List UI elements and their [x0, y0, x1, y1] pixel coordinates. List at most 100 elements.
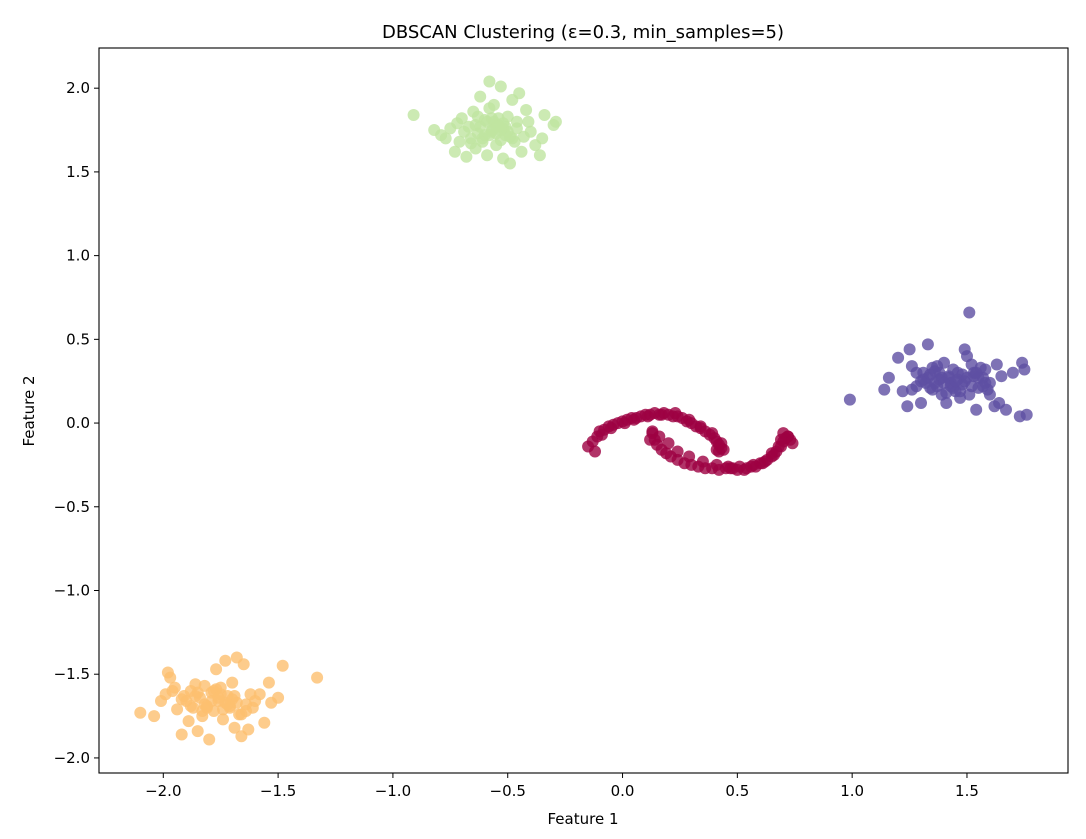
data-point — [522, 115, 535, 128]
data-point — [683, 450, 696, 463]
data-point — [731, 463, 744, 476]
data-point — [184, 700, 197, 712]
data-point — [483, 102, 496, 115]
data-point — [460, 150, 473, 163]
data-point — [494, 80, 507, 93]
data-point — [175, 693, 188, 706]
data-point — [520, 104, 533, 116]
x-tick-label: 0.0 — [611, 782, 635, 800]
data-point — [407, 109, 420, 121]
data-point — [878, 383, 891, 396]
data-point — [694, 420, 707, 433]
data-point — [963, 306, 976, 319]
data-point — [915, 375, 927, 388]
data-point — [221, 698, 234, 711]
data-point — [240, 705, 252, 717]
data-point — [455, 112, 468, 125]
data-point — [896, 385, 909, 398]
data-point — [237, 658, 250, 671]
data-point — [471, 110, 484, 123]
data-point — [961, 371, 973, 384]
plot-area-frame — [98, 47, 1069, 774]
data-point — [549, 115, 562, 128]
data-point — [905, 383, 918, 396]
data-point — [134, 706, 147, 719]
data-point — [242, 723, 255, 736]
data-point — [465, 137, 477, 150]
data-point — [203, 733, 216, 746]
y-tick-label: −0.5 — [54, 498, 90, 516]
points-layer — [134, 75, 1033, 746]
data-point — [210, 663, 223, 676]
data-point — [483, 129, 496, 142]
y-axis: −2.0 −1.5 −1.0 −0.5 0.0 0.5 1.0 1.5 2.0 — [54, 79, 99, 767]
data-point — [212, 691, 225, 704]
data-point — [262, 676, 275, 689]
data-point — [644, 433, 657, 446]
data-point — [710, 458, 723, 471]
data-point — [494, 124, 507, 136]
data-point — [483, 75, 496, 88]
data-point — [756, 457, 769, 470]
data-point — [605, 422, 618, 435]
data-point — [892, 351, 905, 364]
data-point — [843, 393, 856, 406]
data-point — [200, 701, 213, 714]
data-point — [717, 443, 730, 456]
x-tick-label: −2.0 — [145, 782, 181, 800]
data-point — [276, 659, 289, 672]
data-point — [1006, 366, 1019, 379]
data-point — [175, 728, 188, 741]
y-tick-label: −1.5 — [54, 665, 90, 683]
data-point — [990, 358, 1003, 371]
data-point — [474, 90, 487, 103]
data-point — [217, 713, 229, 726]
data-point — [979, 363, 992, 376]
data-point — [1020, 408, 1033, 421]
data-point — [995, 370, 1008, 383]
data-point — [226, 676, 239, 689]
data-point — [949, 375, 962, 388]
data-point — [538, 109, 551, 121]
data-point — [775, 433, 787, 446]
data-point — [706, 427, 719, 440]
y-tick-label: 2.0 — [66, 79, 90, 97]
data-point — [722, 460, 735, 473]
x-tick-label: 1.5 — [955, 782, 979, 800]
data-point — [448, 145, 461, 158]
data-point — [515, 145, 528, 158]
data-point — [915, 397, 927, 409]
data-point — [171, 703, 184, 716]
data-point — [618, 417, 631, 430]
data-point — [628, 413, 640, 426]
y-tick-label: −2.0 — [54, 749, 90, 767]
chart-title: DBSCAN Clustering (ε=0.3, min_samples=5) — [382, 22, 784, 43]
data-point — [311, 671, 324, 684]
data-point — [228, 721, 241, 734]
data-point — [671, 445, 684, 458]
data-point — [219, 654, 232, 667]
y-tick-label: −1.0 — [54, 581, 90, 599]
data-point — [258, 716, 271, 729]
data-point — [938, 356, 950, 369]
data-point — [182, 715, 195, 728]
data-point — [696, 455, 709, 468]
data-point — [977, 380, 989, 393]
data-point — [1018, 363, 1031, 376]
y-tick-label: 1.5 — [66, 163, 90, 181]
data-point — [1000, 403, 1012, 416]
data-point — [524, 125, 537, 138]
data-point — [745, 460, 758, 473]
data-point — [168, 681, 181, 694]
data-point — [903, 343, 916, 356]
y-axis-label: Feature 2 — [20, 376, 38, 447]
data-point — [504, 130, 516, 143]
data-point — [655, 408, 668, 421]
data-point — [481, 149, 494, 162]
data-point — [253, 688, 266, 701]
data-point — [453, 135, 466, 148]
data-point — [669, 407, 682, 419]
data-point — [970, 366, 983, 379]
x-tick-label: 0.5 — [725, 782, 749, 800]
